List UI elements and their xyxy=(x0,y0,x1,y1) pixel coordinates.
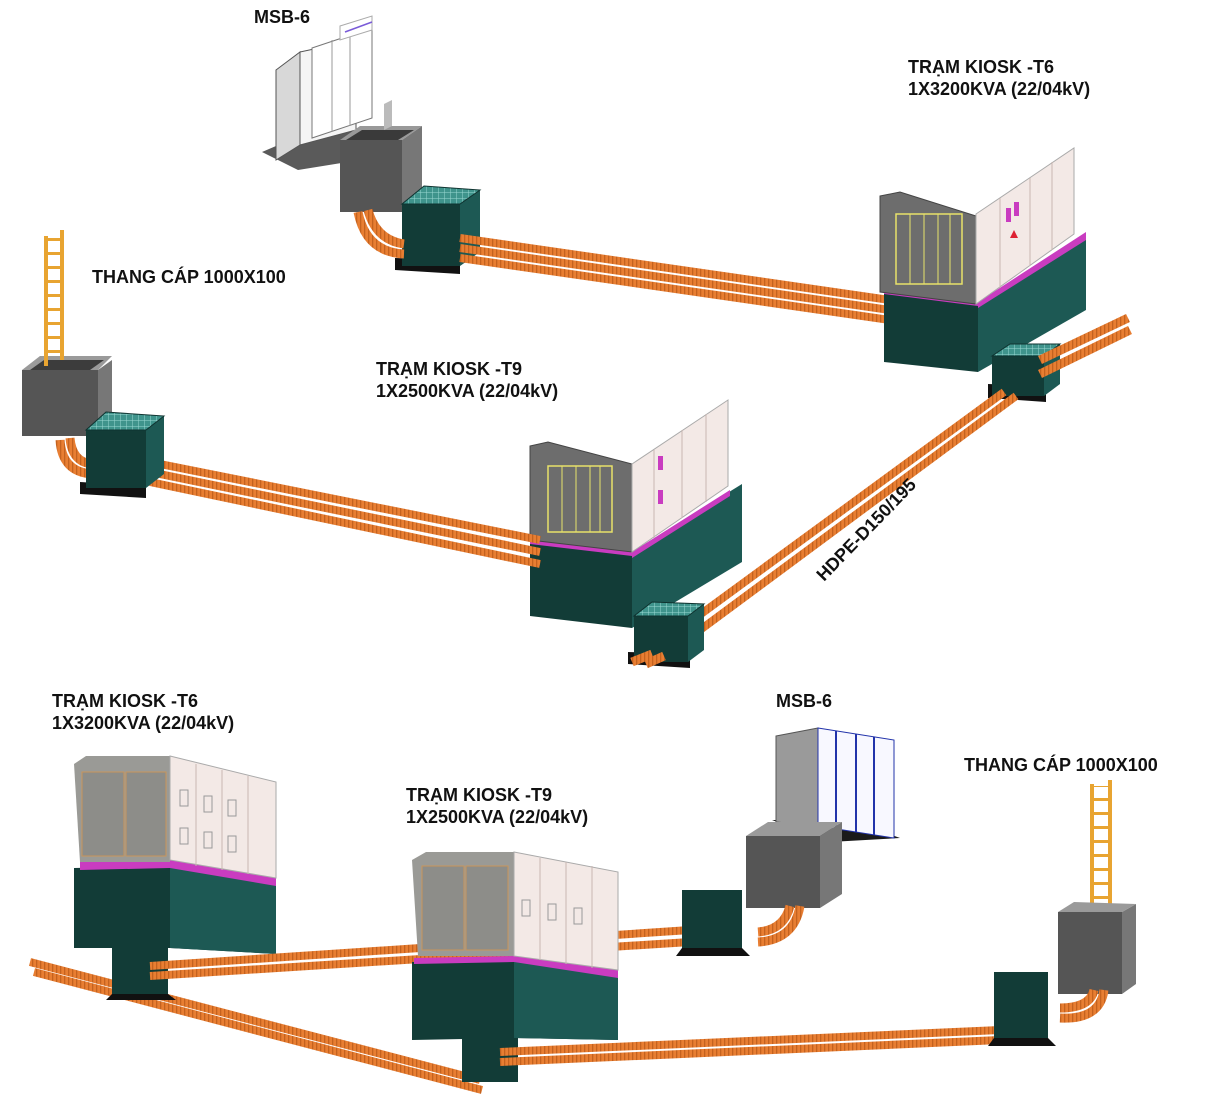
kiosk-t9-bottom-name: TRẠM KIOSK -T9 xyxy=(406,785,552,805)
kiosk-t9-top-name: TRẠM KIOSK -T9 xyxy=(376,359,522,379)
manhole-msb-bottom xyxy=(676,890,750,956)
pipe-run-t6-t9 xyxy=(687,388,1019,634)
label-msb-top: MSB-6 xyxy=(254,7,311,27)
cable-ladder-top xyxy=(22,230,112,436)
kiosk-t9-bottom-rating: 1X2500KVA (22/04kV) xyxy=(406,807,589,827)
bottom-view xyxy=(28,727,1136,1094)
label-ladder-bottom: THANG CÁP 1000X100 xyxy=(964,755,1158,775)
cable-ladder-bottom xyxy=(1058,780,1136,994)
label-kiosk-t9-top: TRẠM KIOSK -T9 1X2500KVA (22/04kV) xyxy=(376,358,558,402)
kiosk-t6-bottom-name: TRẠM KIOSK -T6 xyxy=(52,691,198,711)
pipe-run-ladder-t9 xyxy=(149,458,541,568)
kiosk-t6-bottom-rating: 1X3200KVA (22/04kV) xyxy=(52,713,235,733)
kiosk-t9-bottom xyxy=(412,851,619,1040)
kiosk-t6-top-rating: 1X3200KVA (22/04kV) xyxy=(908,79,1091,99)
msb-6-cabinet-top xyxy=(262,15,422,212)
manhole-msb-top xyxy=(395,185,482,274)
kiosk-t9-top-rating: 1X2500KVA (22/04kV) xyxy=(376,381,559,401)
kiosk-t6-bottom xyxy=(74,755,277,954)
manhole-ladder-top xyxy=(80,411,166,498)
top-view xyxy=(22,15,1132,669)
label-kiosk-t6-top: TRẠM KIOSK -T6 1X3200KVA (22/04kV) xyxy=(908,56,1090,100)
label-kiosk-t6-bottom: TRẠM KIOSK -T6 1X3200KVA (22/04kV) xyxy=(52,690,234,734)
pipe-run-t9-ladder-bottom xyxy=(499,1026,1001,1066)
manhole-ladder-bottom xyxy=(988,972,1056,1046)
label-msb-bottom: MSB-6 xyxy=(776,691,833,711)
pipe-run-bottom-left xyxy=(28,958,484,1094)
kiosk-t9-top xyxy=(529,399,742,628)
manhole-t6-bottom xyxy=(106,948,176,1000)
msb-6-cabinet-bottom xyxy=(746,727,900,908)
label-ladder-top: THANG CÁP 1000X100 xyxy=(92,267,286,287)
kiosk-t6-top-name: TRẠM KIOSK -T6 xyxy=(908,57,1054,77)
kiosk-t6-top xyxy=(879,147,1086,372)
label-kiosk-t9-bottom: TRẠM KIOSK -T9 1X2500KVA (22/04kV) xyxy=(406,784,588,828)
pipe-run-msb-t6 xyxy=(459,234,891,324)
